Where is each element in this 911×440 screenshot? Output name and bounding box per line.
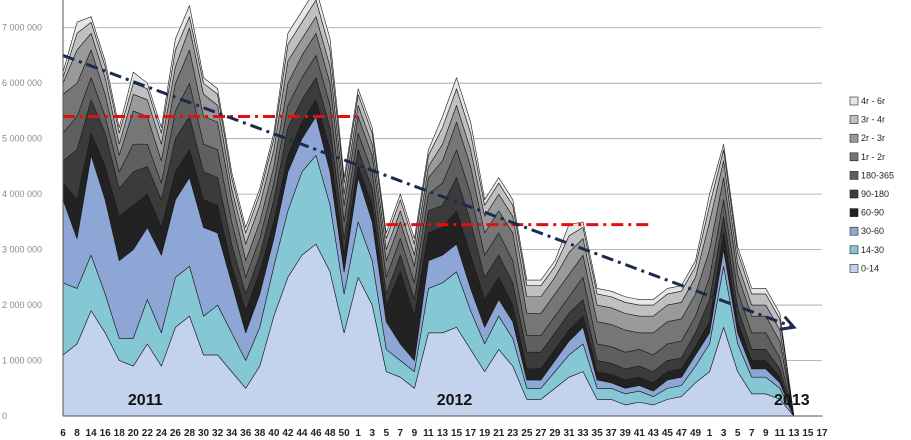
x-tick-label: 13	[788, 428, 800, 439]
x-tick-label: 32	[212, 428, 224, 439]
x-tick-label: 35	[592, 428, 604, 439]
x-tick-label: 15	[802, 428, 814, 439]
y-tick-label: 7 000 000	[2, 23, 42, 33]
year-label: 2012	[437, 392, 473, 409]
x-tick-label: 8	[74, 428, 80, 439]
x-tick-label: 46	[310, 428, 322, 439]
x-tick-label: 41	[634, 428, 646, 439]
legend-swatch	[849, 115, 859, 124]
x-tick-label: 31	[563, 428, 575, 439]
x-tick-label: 21	[493, 428, 505, 439]
x-tick-label: 47	[676, 428, 688, 439]
legend-swatch	[849, 226, 859, 236]
x-tick-label: 33	[577, 428, 589, 439]
area-series-group	[62, 0, 823, 417]
y-tick-label: 0	[2, 411, 7, 421]
x-tick-label: 7	[398, 428, 404, 439]
x-tick-label: 14	[86, 428, 98, 439]
legend-label: 0-14	[861, 263, 879, 273]
x-tick-label: 25	[521, 428, 533, 439]
x-tick-label: 26	[170, 428, 182, 439]
year-label: 2011	[128, 392, 163, 409]
legend-label: 90-180	[861, 189, 889, 199]
trend-line	[62, 54, 795, 329]
x-tick-label: 23	[507, 428, 519, 439]
y-tick-label: 1 000 000	[2, 356, 42, 366]
y-tick-label: 2 000 000	[2, 300, 42, 310]
x-tick-label: 15	[451, 428, 463, 439]
legend-swatch	[849, 264, 859, 273]
x-tick-label: 9	[412, 428, 418, 439]
x-tick-label: 13	[437, 428, 449, 439]
x-tick-label: 37	[606, 428, 618, 439]
x-tick-label: 3	[721, 428, 727, 439]
x-tick-label: 11	[775, 428, 786, 439]
legend-swatch	[849, 171, 859, 180]
legend-swatch	[849, 245, 859, 255]
x-tick-label: 29	[549, 428, 561, 439]
legend-swatch	[849, 133, 859, 143]
legend-label: 14-30	[861, 245, 884, 255]
trend-arrowhead	[779, 315, 797, 331]
x-tick-label: 42	[282, 428, 294, 439]
legend-label: 2r - 3r	[861, 133, 885, 143]
x-tick-label: 49	[690, 428, 702, 439]
legend-swatch	[849, 208, 859, 217]
y-tick-label: 3 000 000	[2, 245, 42, 255]
x-tick-label: 27	[535, 428, 547, 439]
legend-label: 180-365	[861, 170, 894, 180]
x-tick-label: 40	[268, 428, 280, 439]
x-tick-label: 43	[648, 428, 660, 439]
legend: 4r - 6r 3r - 4r 2r - 3r 1r - 2r 180-365 90-18…	[849, 96, 894, 273]
x-tick-label: 17	[816, 428, 828, 439]
axes: 0 1 000 000 2 000 000 3 000 000 4 000 000 5 0…	[2, 0, 828, 439]
x-tick-label: 5	[383, 428, 389, 439]
legend-label: 3r - 4r	[861, 115, 885, 125]
x-tick-label: 1	[355, 428, 361, 439]
x-tick-label: 19	[479, 428, 491, 439]
x-tick-label: 45	[662, 428, 674, 439]
x-tick-label: 7	[749, 428, 755, 439]
x-tick-label: 6	[60, 428, 66, 439]
x-tick-label: 36	[240, 428, 252, 439]
legend-label: 1r - 2r	[861, 152, 885, 162]
x-tick-label: 50	[339, 428, 351, 439]
x-tick-label: 20	[128, 428, 140, 439]
year-label: 2013	[774, 392, 810, 409]
legend-swatch	[849, 152, 859, 162]
x-tick-label: 44	[296, 428, 308, 439]
x-tick-label: 28	[184, 428, 196, 439]
legend-label: 4r - 6r	[861, 96, 885, 106]
x-tick-label: 22	[142, 428, 154, 439]
legend-label: 30-60	[861, 226, 884, 236]
y-tick-label: 6 000 000	[2, 78, 42, 88]
x-tick-label: 38	[254, 428, 266, 439]
x-tick-label: 17	[465, 428, 477, 439]
legend-swatch	[849, 189, 859, 199]
legend-swatch	[849, 96, 859, 106]
x-tick-label: 16	[100, 428, 112, 439]
x-tick-label: 39	[620, 428, 632, 439]
x-tick-label: 34	[226, 428, 238, 439]
x-tick-label: 1	[707, 428, 713, 439]
x-tick-label: 18	[114, 428, 126, 439]
x-tick-label: 30	[198, 428, 210, 439]
x-tick-label: 5	[735, 428, 741, 439]
x-tick-label: 24	[156, 428, 168, 439]
x-tick-label: 48	[324, 428, 336, 439]
y-tick-label: 5 000 000	[2, 134, 42, 144]
legend-label: 60-90	[861, 208, 884, 218]
annotations	[62, 54, 797, 331]
x-tick-label: 11	[423, 428, 434, 439]
x-tick-label: 9	[763, 428, 769, 439]
y-tick-label: 4 000 000	[2, 189, 42, 199]
x-tick-label: 3	[369, 428, 375, 439]
